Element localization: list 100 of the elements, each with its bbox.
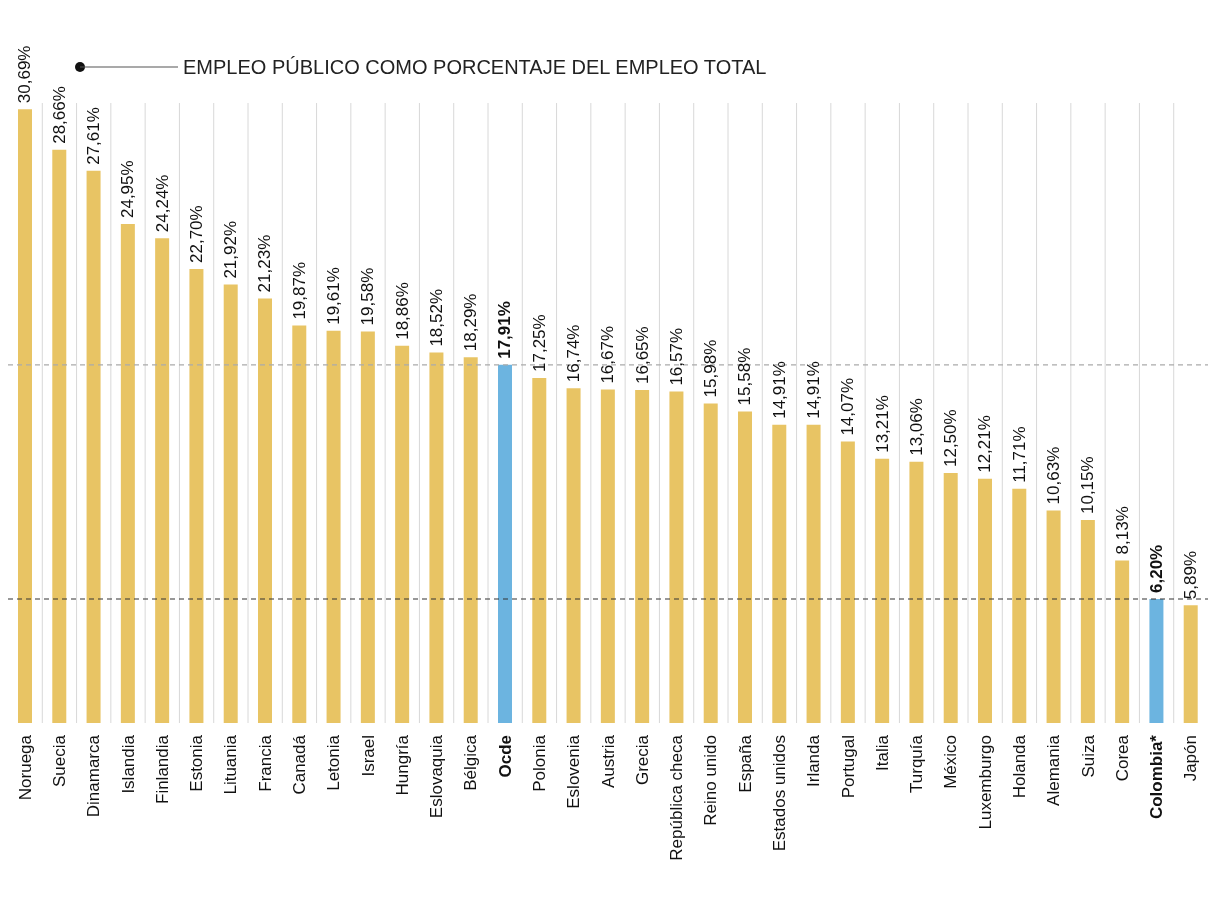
x-tick-label: Eslovaquia [427, 734, 447, 819]
x-tick-label: Israel [358, 735, 378, 777]
bar [566, 388, 581, 723]
bar [52, 149, 67, 723]
data-label: 10,15% [1078, 456, 1098, 514]
data-label: 18,29% [461, 293, 481, 352]
bar [223, 284, 238, 723]
data-label: 11,71% [1009, 426, 1029, 483]
data-label: 18,52% [426, 288, 446, 347]
x-tick-label: Polonia [529, 734, 549, 792]
x-tick-label: Canadá [289, 734, 309, 795]
data-label: 12,50% [941, 409, 961, 467]
x-tick-label: Japón [1181, 735, 1201, 782]
data-label: 14,91% [769, 361, 789, 419]
x-tick-label: Dinamarca [84, 734, 104, 818]
data-label: 19,87% [289, 261, 309, 320]
data-label: 27,61% [84, 107, 104, 165]
x-tick-label: Hungría [392, 734, 412, 796]
bar [258, 298, 272, 723]
data-label: 13,21% [872, 395, 892, 453]
data-label: 15,58% [735, 347, 755, 406]
x-tick-label: República checa [667, 734, 687, 861]
data-label: 17,91% [495, 301, 515, 359]
bar [840, 441, 855, 723]
x-tick-label: Letonia [324, 734, 344, 791]
x-tick-label: Corea [1112, 734, 1132, 782]
bar [806, 424, 821, 723]
bar [1183, 605, 1198, 723]
data-label: 18,86% [392, 282, 412, 340]
x-tick-label: Islandia [118, 734, 138, 794]
data-label: 19,61% [324, 267, 344, 325]
bar [909, 461, 924, 723]
bar [875, 458, 890, 723]
data-label: 15,98% [701, 339, 721, 398]
data-label: 22,70% [186, 205, 206, 263]
data-label: 16,57% [666, 327, 686, 386]
bar [326, 330, 341, 723]
chart-title: EMPLEO PÚBLICO COMO PORCENTAJE DEL EMPLEO TOTAL [183, 56, 767, 79]
data-label: 10,63% [1044, 446, 1064, 505]
bar [463, 357, 478, 723]
bar [738, 411, 752, 723]
x-tick-label: Portugal [838, 735, 858, 799]
x-tick-label: Turquía [907, 734, 927, 793]
bar [360, 331, 375, 723]
bar [1149, 599, 1164, 723]
data-label: 16,65% [632, 326, 652, 384]
x-tick-label: Noruega [15, 734, 35, 801]
bar [155, 238, 170, 723]
data-label: 14,07% [838, 377, 858, 436]
x-tick-label: Holanda [1009, 734, 1029, 799]
bar [120, 224, 135, 723]
x-tick-label: Italia [872, 734, 892, 771]
bar [1115, 560, 1130, 723]
data-label: 24,95% [118, 160, 138, 218]
bar [669, 391, 684, 723]
bar [292, 325, 307, 723]
bar [600, 389, 615, 723]
bar [189, 269, 204, 723]
bar [1012, 488, 1027, 723]
bar [1046, 510, 1061, 723]
x-tick-label: Alemania [1044, 734, 1064, 806]
x-tick-label: Irlanda [804, 734, 824, 787]
data-label: 13,06% [906, 398, 926, 456]
data-label: 16,67% [598, 325, 618, 384]
data-label: 16,74% [564, 324, 584, 383]
bar [429, 352, 444, 723]
x-tick-label: Ocde [495, 735, 515, 778]
x-tick-label: Grecia [632, 734, 652, 786]
x-tick-label: Estados unidos [769, 735, 789, 852]
data-label: 21,23% [255, 234, 275, 293]
data-label: 17,25% [529, 314, 549, 372]
x-tick-label: Bélgica [461, 734, 481, 791]
bar [943, 473, 958, 723]
data-label: 24,24% [152, 174, 172, 233]
data-label: 8,13% [1112, 506, 1132, 555]
data-label: 30,69% [15, 45, 35, 104]
x-tick-label: Lituania [221, 734, 241, 795]
data-label: 21,92% [221, 220, 241, 279]
x-tick-label: Eslovenia [564, 734, 584, 809]
x-tick-label: Francia [255, 734, 275, 792]
x-tick-label: Reino unido [701, 735, 721, 826]
bar [498, 364, 512, 723]
data-label: 5,89% [1181, 551, 1201, 600]
bar [532, 378, 547, 723]
bar [635, 390, 650, 723]
bar [1080, 520, 1095, 723]
data-label: 12,21% [975, 415, 995, 473]
bar [978, 478, 992, 723]
x-tick-label: Austria [598, 734, 618, 788]
bar [395, 345, 410, 723]
x-tick-label: Suecia [49, 734, 69, 787]
x-tick-label: Suiza [1078, 734, 1098, 778]
data-label: 28,66% [49, 86, 69, 144]
x-tick-label: Estonia [187, 734, 207, 792]
x-tick-label: México [941, 735, 961, 789]
data-label: 14,91% [804, 361, 824, 419]
x-tick-label: Colombia* [1147, 734, 1167, 820]
bar [86, 170, 101, 723]
x-tick-label: España [735, 734, 755, 793]
bar [18, 109, 32, 723]
